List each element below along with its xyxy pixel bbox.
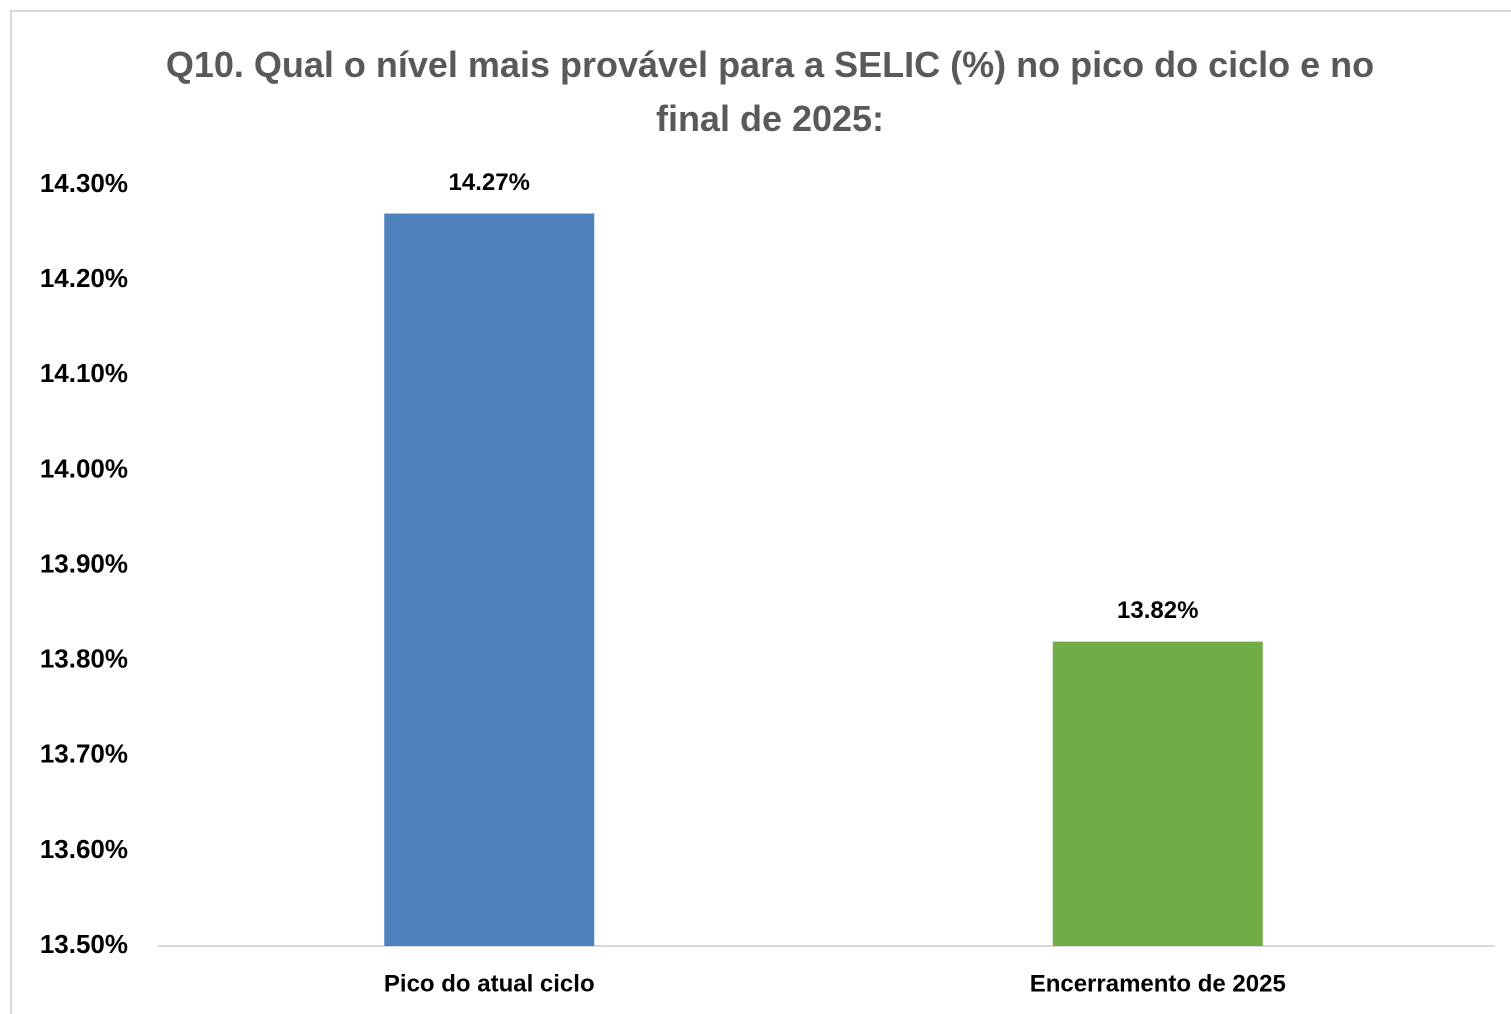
y-tick-label: 13.70% [40,739,128,769]
y-tick-label: 13.90% [40,548,128,578]
value-label: 13.82% [1117,597,1198,624]
x-tick-label: Encerramento de 2025 [1030,970,1286,997]
y-tick-label: 14.00% [40,453,128,483]
x-tick-label: Pico do atual ciclo [384,970,595,997]
bar [384,213,595,947]
y-tick-label: 14.10% [40,358,128,388]
bar [1052,641,1263,946]
y-tick-label: 13.80% [40,644,128,674]
chart-title: Q10. Qual o nível mais provável para a S… [165,44,1375,139]
y-tick-label: 14.30% [40,168,128,198]
y-tick-label: 13.60% [40,834,128,864]
y-tick-label: 14.20% [40,263,128,293]
y-tick-label: 13.50% [40,929,128,959]
value-label: 14.27% [449,169,530,196]
chart-border [10,10,1511,1014]
